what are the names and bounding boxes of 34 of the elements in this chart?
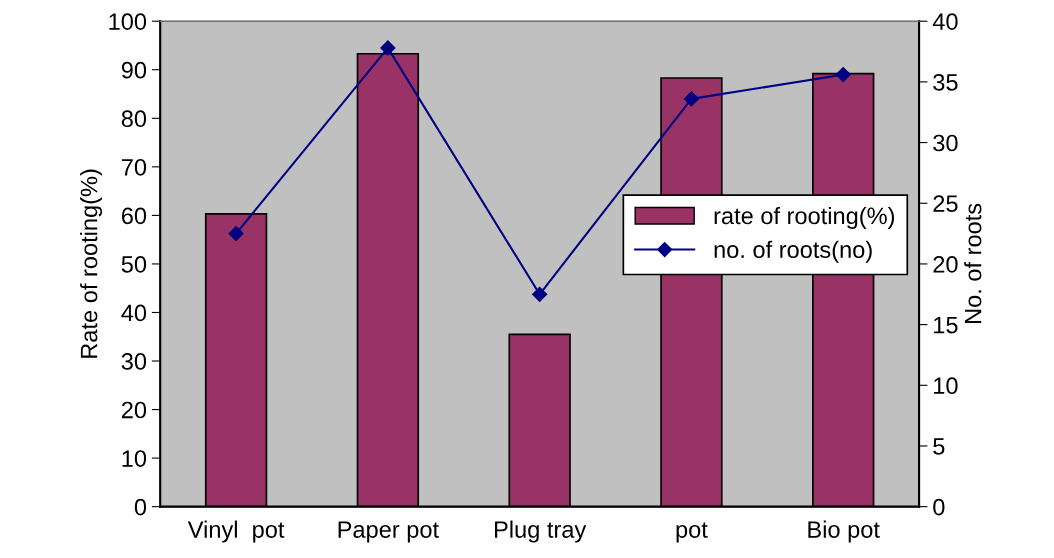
y-tick-label: 50 [121, 256, 147, 273]
y-tick-label: 20 [121, 401, 147, 419]
point [532, 286, 548, 302]
y2-tick-label: 15 [934, 316, 958, 334]
y-tick-label: 10 [122, 450, 147, 467]
y2-tick-label: 35 [933, 73, 958, 91]
y-tick-label: 30 [121, 353, 147, 370]
y2-tick-label: 10 [934, 377, 958, 395]
x-tick-label: Vinyl pot [187, 520, 285, 543]
x-tick-label: pot [676, 522, 708, 543]
x-tick-label: Plug tray [495, 520, 587, 543]
y-tick-label: 60 [121, 207, 147, 225]
y-tick-label: 100 [109, 13, 147, 30]
point [228, 226, 244, 242]
y2-tick-label: 30 [933, 134, 958, 152]
point [683, 91, 699, 107]
x-tick-label: Bio pot [808, 520, 880, 543]
legend-label: no. of roots(no) [714, 240, 872, 263]
y2-tick-label: 25 [933, 195, 958, 213]
y2-tick-label: 5 [933, 438, 945, 455]
y2-tick-label: 0 [933, 498, 945, 516]
y2-tick-label: 40 [932, 13, 958, 30]
y-tick-label: 0 [134, 498, 147, 516]
y-axis-title: Rate of rooting(%) [80, 169, 103, 358]
y-tick-label: 80 [121, 110, 147, 128]
y-tick-label: 90 [121, 61, 147, 79]
point [380, 40, 396, 56]
x-tick-label: Paper pot [338, 521, 439, 543]
y-tick-label: 40 [121, 304, 147, 322]
y2-axis-title: No. of roots [964, 203, 982, 324]
legend-label: rate of rooting(%) [714, 206, 895, 229]
point [835, 67, 851, 83]
y-tick-label: 70 [121, 158, 147, 176]
y2-tick-label: 20 [933, 256, 958, 273]
